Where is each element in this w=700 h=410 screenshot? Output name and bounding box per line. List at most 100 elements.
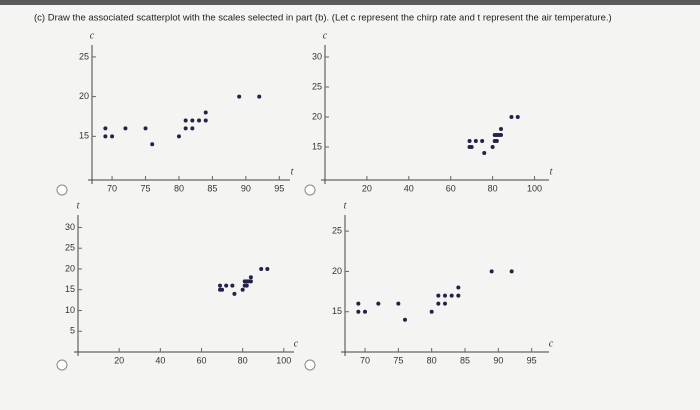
point bbox=[240, 287, 245, 292]
x-tick-label: 40 bbox=[155, 355, 165, 365]
y-tick-label: 20 bbox=[332, 266, 342, 276]
point bbox=[224, 283, 229, 288]
point bbox=[473, 139, 478, 143]
point bbox=[244, 283, 249, 288]
point bbox=[183, 126, 188, 131]
x-tick-label: 20 bbox=[362, 183, 372, 193]
radio-option-3[interactable] bbox=[56, 359, 68, 371]
point bbox=[515, 115, 520, 119]
point bbox=[183, 118, 188, 123]
y-tick-label: 15 bbox=[65, 284, 75, 294]
y-tick-label: 25 bbox=[79, 51, 89, 61]
y-tick-label: 25 bbox=[312, 81, 322, 91]
y-tick-label: 20 bbox=[312, 111, 322, 121]
y-axis-label: c bbox=[90, 30, 95, 41]
point bbox=[110, 134, 115, 139]
point bbox=[436, 301, 441, 306]
point bbox=[443, 301, 447, 306]
top-strip bbox=[0, 0, 700, 5]
point bbox=[248, 279, 253, 284]
x-tick-label: 20 bbox=[114, 355, 124, 365]
x-tick-label: 60 bbox=[196, 355, 206, 365]
point bbox=[489, 269, 494, 274]
point bbox=[265, 266, 270, 271]
point bbox=[220, 287, 225, 292]
x-tick-label: 60 bbox=[446, 183, 456, 193]
y-axis-label: t bbox=[77, 200, 80, 211]
point bbox=[499, 133, 503, 137]
y-tick-label: 20 bbox=[65, 263, 75, 273]
point bbox=[429, 309, 434, 314]
y-axis-label: c bbox=[323, 30, 328, 41]
x-tick-label: 70 bbox=[107, 183, 117, 193]
x-tick-label: 95 bbox=[274, 183, 284, 193]
y-tick-label: 30 bbox=[312, 51, 322, 61]
point bbox=[449, 293, 454, 298]
x-tick-label: 80 bbox=[174, 183, 184, 193]
x-axis-label: c bbox=[294, 338, 299, 349]
x-tick-label: 85 bbox=[460, 355, 470, 365]
y-tick-label: 15 bbox=[332, 306, 342, 316]
point bbox=[218, 283, 223, 288]
y-tick-label: 25 bbox=[65, 243, 75, 253]
point bbox=[197, 118, 202, 123]
x-tick-label: 80 bbox=[238, 355, 248, 365]
point bbox=[356, 301, 361, 306]
point bbox=[232, 291, 237, 296]
x-tick-label: 95 bbox=[527, 355, 537, 365]
point bbox=[237, 94, 242, 99]
point bbox=[443, 293, 447, 298]
x-tick-label: 70 bbox=[360, 355, 370, 365]
y-tick-label: 25 bbox=[332, 225, 342, 235]
point bbox=[490, 145, 495, 149]
point bbox=[176, 134, 181, 139]
point bbox=[123, 126, 128, 131]
x-tick-label: 40 bbox=[404, 183, 414, 193]
radio-option-4[interactable] bbox=[304, 359, 316, 371]
point bbox=[499, 127, 503, 131]
x-tick-label: 85 bbox=[207, 183, 217, 193]
y-tick-label: 10 bbox=[65, 305, 75, 315]
point bbox=[363, 309, 367, 314]
question: (c) Draw the associated scatterplot with… bbox=[34, 13, 612, 24]
point bbox=[248, 275, 253, 280]
point bbox=[103, 126, 108, 131]
x-tick-label: 90 bbox=[493, 355, 503, 365]
point bbox=[480, 139, 485, 143]
point bbox=[509, 115, 514, 119]
point bbox=[230, 283, 235, 288]
point bbox=[436, 293, 441, 298]
x-tick-label: 90 bbox=[241, 183, 251, 193]
point bbox=[482, 151, 487, 155]
y-tick-label: 15 bbox=[312, 141, 322, 151]
x-axis-label: c bbox=[549, 338, 554, 349]
x-axis-label: t bbox=[291, 166, 294, 177]
x-axis-label: t bbox=[550, 166, 553, 177]
x-tick-label: 80 bbox=[427, 355, 437, 365]
point bbox=[356, 309, 361, 314]
point bbox=[150, 142, 155, 147]
point bbox=[509, 269, 514, 274]
point bbox=[469, 145, 474, 149]
point bbox=[467, 139, 472, 143]
point bbox=[494, 139, 499, 143]
x-tick-label: 100 bbox=[276, 355, 291, 365]
point bbox=[376, 301, 381, 306]
y-tick-label: 5 bbox=[70, 326, 75, 336]
radio-option-1[interactable] bbox=[56, 184, 68, 196]
y-tick-label: 15 bbox=[79, 131, 89, 141]
y-tick-label: 20 bbox=[79, 91, 89, 101]
point bbox=[203, 110, 208, 115]
point bbox=[190, 118, 195, 123]
point bbox=[143, 126, 148, 131]
radio-option-2[interactable] bbox=[304, 184, 316, 196]
x-tick-label: 75 bbox=[141, 183, 151, 193]
point bbox=[456, 285, 461, 290]
point bbox=[190, 126, 195, 131]
y-axis-label: t bbox=[344, 200, 347, 211]
y-tick-label: 30 bbox=[65, 222, 75, 232]
point bbox=[396, 301, 401, 306]
x-tick-label: 80 bbox=[488, 183, 498, 193]
